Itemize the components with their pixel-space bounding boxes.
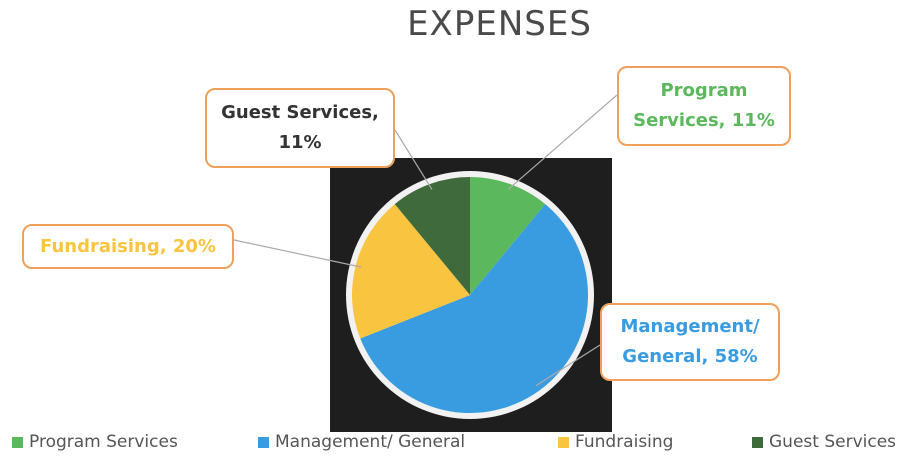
leader-line	[535, 344, 601, 387]
pie-slice	[394, 177, 470, 295]
legend-item: Guest Services	[752, 432, 896, 452]
legend-swatch	[752, 436, 763, 448]
pie-slice	[360, 204, 588, 414]
legend-item: Program Services	[12, 432, 178, 452]
legend-label: Program Services	[29, 432, 178, 452]
data-label: Fundraising, 20%	[22, 224, 234, 269]
leader-line	[507, 94, 618, 190]
legend-item: Management/ General	[258, 432, 465, 452]
legend-label: Guest Services	[769, 432, 897, 452]
legend-label: Fundraising	[575, 432, 674, 452]
data-label: Program Services, 11%	[617, 66, 791, 146]
legend-label: Management/ General	[275, 432, 466, 452]
pie-slice	[351, 204, 470, 339]
data-label: Management/ General, 58%	[600, 303, 780, 381]
leader-line	[233, 239, 362, 268]
legend-swatch	[258, 436, 269, 448]
data-label: Guest Services, 11%	[205, 88, 395, 168]
legend-swatch	[558, 436, 569, 448]
legend-item: Fundraising	[558, 432, 673, 452]
chart-title: EXPENSES	[407, 4, 592, 44]
legend-swatch	[12, 436, 23, 448]
pie-slice	[470, 177, 546, 295]
leader-line	[394, 129, 433, 190]
